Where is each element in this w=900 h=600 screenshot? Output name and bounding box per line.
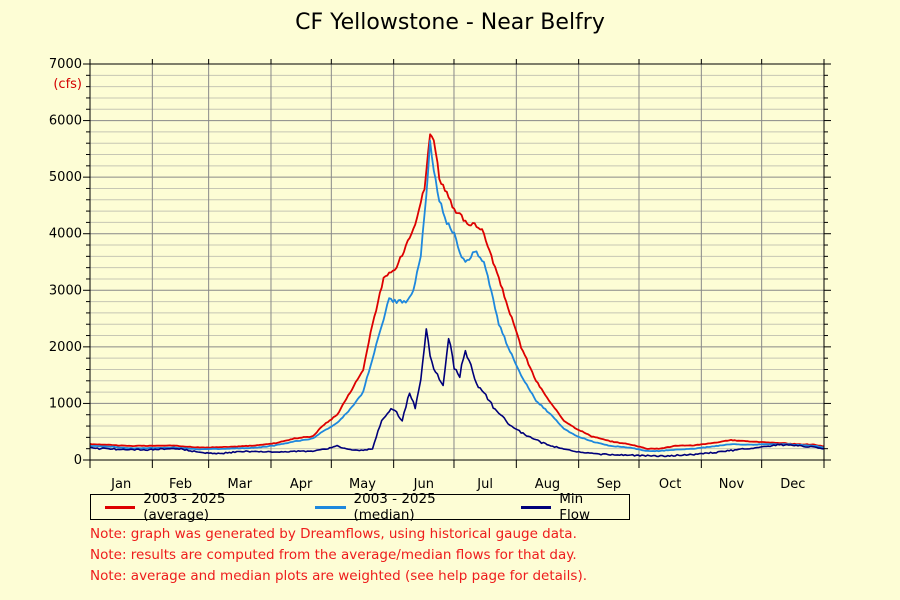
series-lines: [89, 133, 825, 458]
legend-item-min-flow: Min Flow: [521, 491, 615, 523]
grid: [89, 63, 825, 461]
series-line: [89, 139, 825, 453]
x-tick-label: Nov: [719, 477, 745, 492]
x-tick-label: Dec: [780, 477, 805, 492]
legend-swatch-average: [105, 505, 136, 509]
note-line: Note: average and median plots are weigh…: [90, 568, 588, 584]
x-tick-label: May: [349, 477, 376, 492]
x-tick-label: Oct: [659, 477, 681, 492]
y-tick-label: 0: [74, 453, 82, 468]
legend-label-median: 2003 - 2025 (median): [353, 491, 436, 523]
x-tick-label: Mar: [228, 477, 253, 492]
y-tick-label: 4000: [49, 227, 82, 242]
x-tick-label: Jul: [476, 477, 493, 492]
series-line: [89, 328, 825, 458]
legend-item-median: 2003 - 2025 (median): [315, 491, 493, 523]
x-tick-label: Sep: [597, 477, 622, 492]
plot-frame: [89, 63, 825, 461]
y-tick-label: 7000: [49, 57, 82, 72]
y-tick-label: 1000: [49, 396, 82, 411]
y-tick-label: 2000: [49, 340, 82, 355]
legend-swatch-median: [315, 505, 346, 509]
x-tick-label: Apr: [290, 477, 313, 492]
note-line: Note: results are computed from the aver…: [90, 547, 577, 563]
y-unit-label: (cfs): [53, 77, 82, 92]
x-tick-label: Jun: [413, 477, 434, 492]
legend: 2003 - 2025 (average) 2003 - 2025 (media…: [90, 491, 630, 523]
x-tick-label: Jan: [110, 477, 131, 492]
y-tick-label: 5000: [49, 170, 82, 185]
notes: Note: graph was generated by Dreamflows,…: [90, 524, 587, 587]
chart-title: CF Yellowstone - Near Belfry: [295, 10, 605, 35]
legend-item-average: 2003 - 2025 (average): [105, 491, 287, 523]
legend-label-average: 2003 - 2025 (average): [143, 491, 226, 523]
legend-label-min-flow: Min Flow: [559, 491, 591, 523]
y-tick-label: 6000: [49, 114, 82, 129]
x-tick-label: Feb: [169, 477, 192, 492]
series-line: [89, 133, 825, 450]
x-tick-label: Aug: [535, 477, 560, 492]
axes: 0 1000 2000 3000 4000 5000 6000 7000 (cfs) Jan Feb…: [49, 57, 831, 492]
note-line: Note: graph was generated by Dreamflows,…: [90, 526, 577, 542]
y-tick-label: 3000: [49, 283, 82, 298]
legend-swatch-min-flow: [521, 505, 552, 509]
